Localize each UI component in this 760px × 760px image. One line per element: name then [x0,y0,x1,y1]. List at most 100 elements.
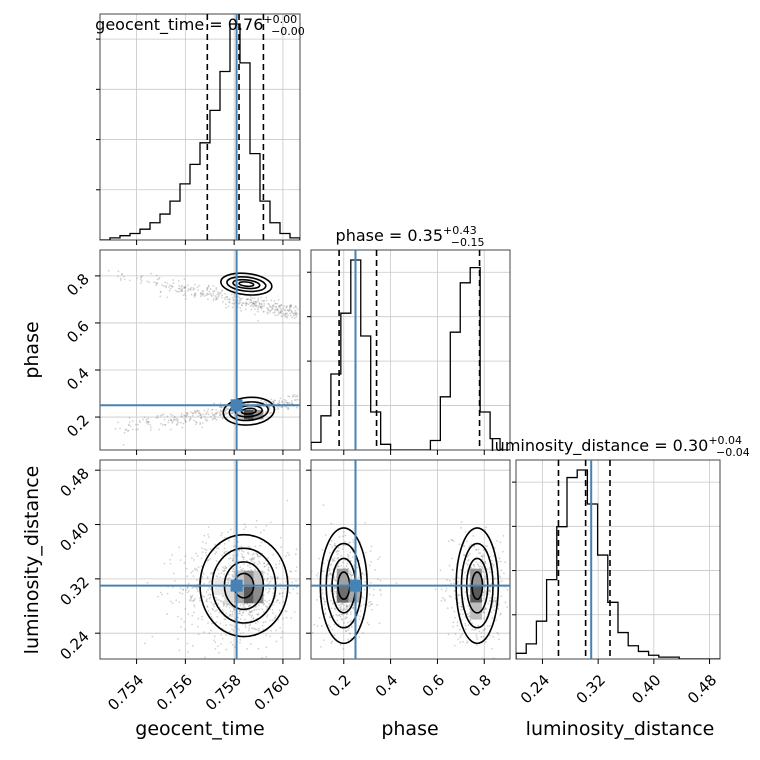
sample-point [279,536,282,539]
sample-point [348,604,351,606]
sample-point [241,614,243,617]
sample-point [334,544,337,547]
sample-point [211,409,213,411]
sample-point [251,627,253,630]
sample-point [475,549,478,552]
sample-point [443,598,446,601]
sample-point [346,616,348,619]
sample-point [155,284,158,287]
sample-point [184,420,187,423]
sample-point [169,287,172,290]
sample-point [379,589,382,592]
sample-point [274,617,276,620]
sample-point [156,416,159,419]
x-tick-label-geocent_time: 0.760 [251,671,294,714]
sample-point [468,597,471,600]
sample-point [215,409,218,411]
sample-point [189,598,192,601]
sample-point [263,305,265,308]
sample-point [208,597,211,600]
sample-point [495,596,498,599]
x-tick-label-geocent_time: 0.758 [202,671,245,714]
sample-point [252,609,255,612]
sample-point [483,580,486,583]
sample-point [201,426,203,429]
sample-point [237,302,240,304]
sample-point [220,643,223,646]
sample-point [281,406,284,409]
sample-point [369,581,372,584]
sample-point [231,570,234,573]
sample-point [335,587,338,590]
sample-point [484,606,487,609]
sample-point [201,595,204,598]
sample-point [295,586,298,589]
x-tick-label-phase: 0.6 [419,671,449,701]
sample-point [259,531,262,534]
sample-point [215,551,218,553]
sample-point [211,622,213,625]
sample-point [379,593,382,596]
sample-point [209,629,212,632]
sample-point [463,545,466,548]
sample-point [254,308,256,310]
sample-point [183,561,186,564]
sample-point [237,616,239,619]
sample-point [128,279,131,282]
sample-point [315,574,318,577]
sample-point [278,609,281,612]
sample-point [208,586,211,589]
sample-point [252,617,255,620]
sample-point [168,286,170,288]
sample-point [483,617,485,620]
sample-point [191,623,193,626]
sample-point [441,596,444,599]
sample-point [228,603,231,606]
sample-point [232,299,235,302]
histogram-geocent_time [100,14,300,240]
sample-point [491,562,494,565]
sample-point [263,562,266,565]
sample-point [256,555,259,558]
sample-point [212,603,214,606]
sample-point [497,608,500,610]
sample-point [275,305,277,308]
sample-point [170,418,173,421]
sample-point [194,568,197,571]
sample-point [461,605,463,608]
sample-point [212,284,215,287]
sample-point [285,399,288,402]
sample-point [166,282,169,285]
sample-point [466,640,469,643]
sample-point [219,406,222,409]
sample-point [206,419,209,422]
sample-point [462,640,464,643]
sample-point [244,526,247,528]
panel-frame [310,459,511,660]
x-axis-label-phase: phase [381,718,438,740]
sample-point [288,308,291,311]
sample-point [232,629,235,632]
sample-point [482,629,485,632]
sample-point [452,540,455,543]
sample-point [247,629,250,632]
sample-point [191,587,194,590]
sample-point [205,591,208,593]
sample-point [343,607,346,610]
sample-point [171,602,174,605]
sample-point [256,310,259,313]
sample-point [216,547,219,550]
sample-point [195,552,197,555]
sample-point [167,421,170,424]
sample-point [351,574,354,576]
sample-point [206,288,209,291]
sample-point [202,573,205,575]
sample-point [228,606,231,609]
sample-point [229,564,232,567]
sample-point [261,656,264,659]
sample-point [203,295,206,297]
sample-point [345,603,348,606]
sample-point [243,528,245,531]
sample-point [207,285,210,288]
sample-point [283,399,286,401]
